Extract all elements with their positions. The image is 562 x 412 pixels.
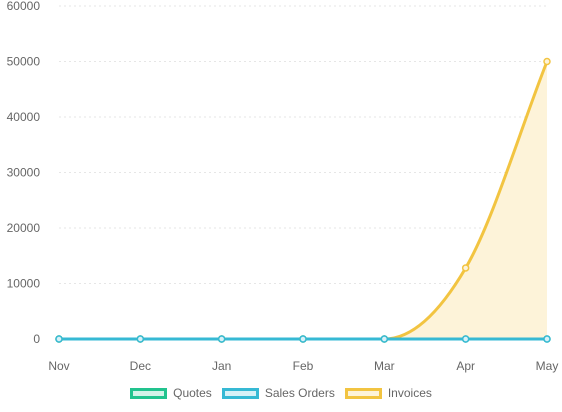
legend-swatch: [130, 388, 167, 399]
x-tick-label: Feb: [293, 359, 314, 373]
legend-item-quotes[interactable]: Quotes: [130, 386, 212, 400]
legend-item-invoices[interactable]: Invoices: [345, 386, 432, 400]
legend-label: Invoices: [388, 386, 432, 400]
sales-orders-point[interactable]: [137, 336, 143, 342]
invoices-area: [59, 62, 547, 340]
x-axis: Nov Dec Jan Feb Mar Apr May: [48, 359, 558, 373]
sales-orders-point[interactable]: [381, 336, 387, 342]
sales-orders-point[interactable]: [544, 336, 550, 342]
legend-swatch: [345, 388, 382, 399]
legend-label: Quotes: [173, 386, 212, 400]
y-tick-label: 20000: [7, 221, 41, 235]
sales-orders-point[interactable]: [219, 336, 225, 342]
x-tick-label: Mar: [374, 359, 395, 373]
sales-orders-point[interactable]: [300, 336, 306, 342]
grid-lines: [59, 6, 547, 284]
invoices-point[interactable]: [463, 265, 469, 271]
x-tick-label: Jan: [212, 359, 231, 373]
legend-swatch: [222, 388, 259, 399]
y-tick-label: 0: [33, 332, 40, 346]
line-chart: 0 10000 20000 30000 40000 50000 60000 Nov Dec Ja…: [0, 0, 562, 380]
x-tick-label: Nov: [48, 359, 69, 373]
y-tick-label: 40000: [7, 110, 41, 124]
legend-label: Sales Orders: [265, 386, 335, 400]
y-tick-label: 50000: [7, 55, 41, 69]
legend: Quotes Sales Orders Invoices: [0, 386, 562, 400]
x-tick-label: Apr: [456, 359, 475, 373]
sales-orders-point[interactable]: [56, 336, 62, 342]
sales-orders-point[interactable]: [463, 336, 469, 342]
invoices-point[interactable]: [544, 59, 550, 65]
y-tick-label: 30000: [7, 166, 41, 180]
series-areas: [59, 62, 547, 340]
legend-item-sales-orders[interactable]: Sales Orders: [222, 386, 335, 400]
x-tick-label: May: [536, 359, 559, 373]
y-tick-label: 60000: [7, 0, 41, 13]
y-tick-label: 10000: [7, 277, 41, 291]
y-axis: 0 10000 20000 30000 40000 50000 60000: [7, 0, 41, 346]
x-tick-label: Dec: [130, 359, 151, 373]
